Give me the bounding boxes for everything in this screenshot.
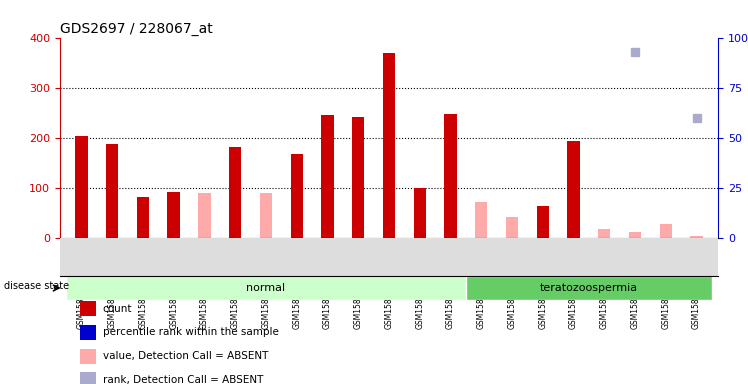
Bar	[414, 188, 426, 238]
Bar	[629, 232, 641, 238]
Bar	[568, 141, 580, 238]
Bar	[168, 192, 180, 238]
Bar	[690, 235, 702, 238]
Text: rank, Detection Call = ABSENT: rank, Detection Call = ABSENT	[102, 375, 263, 384]
Bar	[660, 224, 672, 238]
Text: disease state: disease state	[4, 281, 69, 291]
Bar	[137, 197, 149, 238]
Bar	[229, 147, 242, 238]
Bar	[260, 193, 272, 238]
Bar	[475, 202, 488, 238]
Bar	[79, 349, 96, 364]
Bar	[79, 301, 96, 316]
Bar	[79, 372, 96, 384]
Bar	[76, 136, 88, 238]
Bar	[106, 144, 118, 238]
Bar	[536, 206, 549, 238]
Bar	[383, 53, 395, 238]
Bar	[352, 117, 364, 238]
FancyBboxPatch shape	[66, 276, 466, 300]
Text: GDS2697 / 228067_at: GDS2697 / 228067_at	[60, 22, 212, 36]
Bar	[198, 193, 210, 238]
Bar	[598, 229, 610, 238]
Text: teratozoospermia: teratozoospermia	[540, 283, 638, 293]
Bar	[322, 115, 334, 238]
Text: count: count	[102, 304, 132, 314]
FancyBboxPatch shape	[466, 276, 712, 300]
Text: percentile rank within the sample: percentile rank within the sample	[102, 328, 278, 338]
Bar	[290, 154, 303, 238]
Text: value, Detection Call = ABSENT: value, Detection Call = ABSENT	[102, 351, 268, 361]
Bar	[79, 325, 96, 340]
Bar	[506, 217, 518, 238]
Bar	[444, 114, 456, 238]
Text: normal: normal	[246, 283, 286, 293]
